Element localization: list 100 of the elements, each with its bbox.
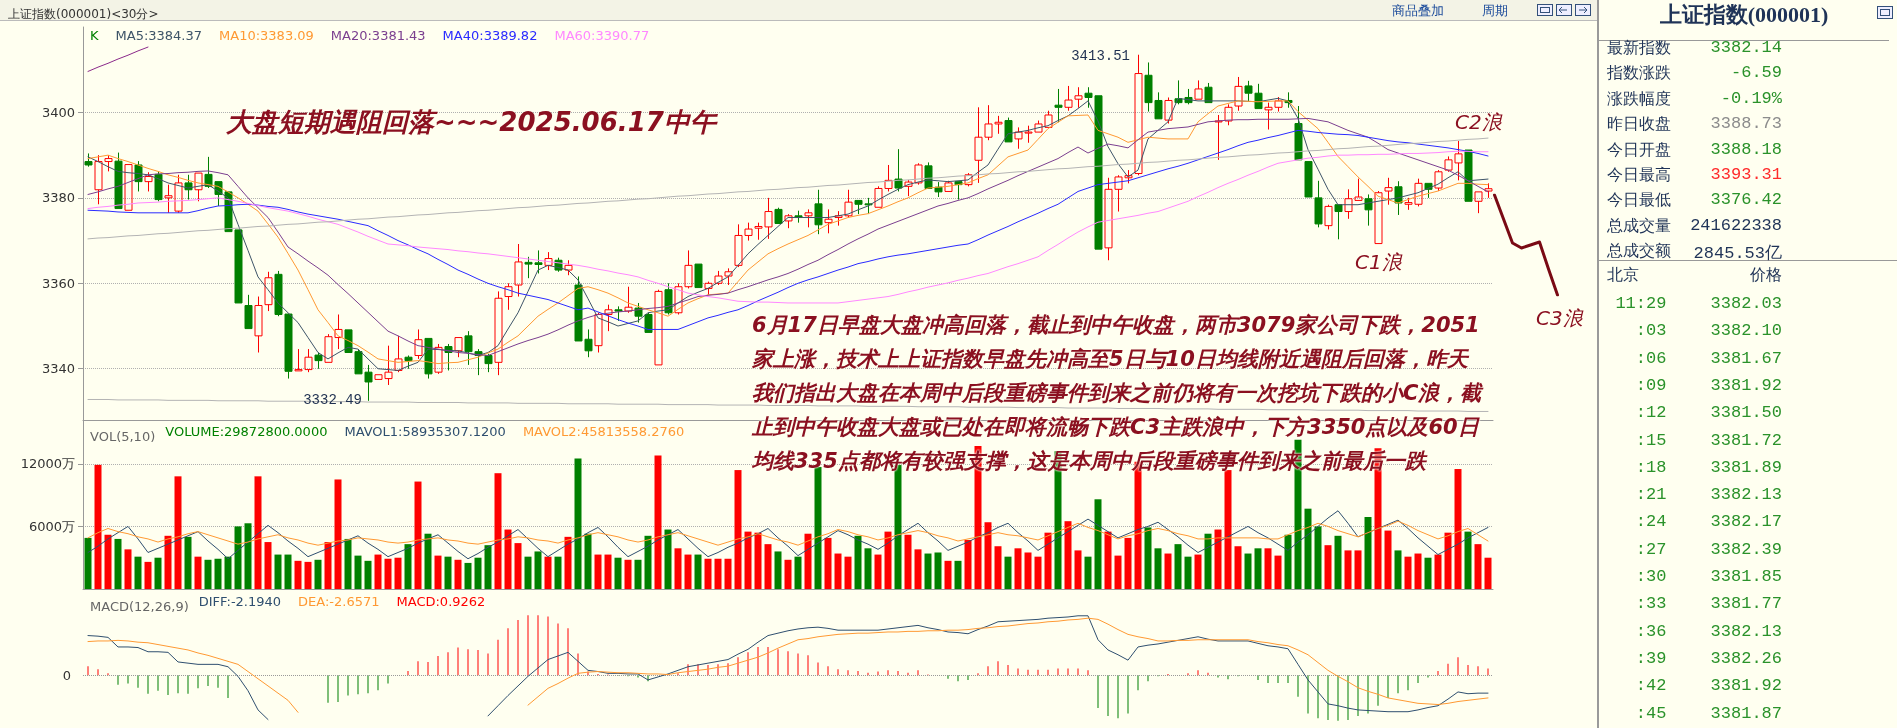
bar xyxy=(164,535,172,589)
bar xyxy=(984,522,992,589)
bar xyxy=(114,538,122,589)
line-series xyxy=(87,46,149,72)
y-tick-label: 3360 xyxy=(41,275,75,291)
bar xyxy=(1064,521,1072,589)
bar xyxy=(1344,550,1352,589)
bar xyxy=(1384,530,1392,589)
bar xyxy=(1204,533,1212,589)
bar xyxy=(334,479,342,589)
bar xyxy=(144,561,152,589)
bar xyxy=(504,529,512,589)
bar xyxy=(834,553,842,589)
bar xyxy=(494,473,502,589)
text: :12 3381.50 xyxy=(1634,403,1782,424)
bar xyxy=(374,554,382,589)
text: 涨跌幅度 xyxy=(1607,88,1671,109)
bar xyxy=(84,537,92,589)
candlestick xyxy=(414,328,423,360)
bar xyxy=(1224,470,1232,589)
bar xyxy=(1084,556,1092,589)
bar xyxy=(964,539,972,589)
bar xyxy=(1314,526,1322,589)
line-series xyxy=(87,137,1489,240)
y-tick-label: 3400 xyxy=(41,104,75,120)
bar xyxy=(1074,550,1082,589)
text: 今日最高 xyxy=(1607,165,1671,185)
text: DEA:-2.6571 xyxy=(298,594,380,609)
text: -0.19% xyxy=(1720,88,1782,108)
text: MACD:0.9262 xyxy=(396,594,486,609)
candlestick xyxy=(504,282,513,311)
bar xyxy=(204,559,212,589)
text: 总成交量 xyxy=(1607,215,1671,236)
bar xyxy=(154,557,162,589)
bar xyxy=(1464,531,1472,589)
candlestick xyxy=(1334,204,1343,240)
text: 周期 xyxy=(1482,2,1508,18)
line-series xyxy=(87,520,1489,546)
chart-title: MACD(12,26,9) xyxy=(90,599,189,614)
y-tick-label: 3340 xyxy=(41,361,75,377)
bar xyxy=(1024,552,1032,589)
bar xyxy=(1164,553,1172,589)
text: 上证指数(000001) xyxy=(1659,2,1829,27)
bar xyxy=(474,557,482,589)
bar xyxy=(874,554,882,589)
bar xyxy=(394,557,402,589)
text: 价格 xyxy=(1749,265,1782,286)
bar xyxy=(694,554,702,589)
bar xyxy=(1104,531,1112,589)
bar xyxy=(94,464,102,589)
annotation: C2浪 xyxy=(1455,110,1503,134)
bar xyxy=(254,476,262,589)
bar xyxy=(1264,548,1272,589)
y-tick-label: 6000万 xyxy=(28,518,75,534)
bar xyxy=(304,561,312,589)
bar xyxy=(1424,557,1432,589)
bar xyxy=(854,535,862,589)
bar xyxy=(1254,548,1262,589)
bar xyxy=(174,476,182,589)
text: 大盘短期遇阻回落~~~2025.06.17中午 xyxy=(226,107,719,137)
bar xyxy=(1044,532,1052,589)
bar xyxy=(264,542,272,589)
bar xyxy=(744,531,752,589)
bar xyxy=(824,537,832,589)
bar xyxy=(664,529,672,589)
bar xyxy=(1414,553,1422,589)
bar xyxy=(284,554,292,589)
text: 3382.14 xyxy=(1710,38,1782,57)
bar xyxy=(994,546,1002,589)
bar xyxy=(684,554,692,589)
text: MA40:3389.82 xyxy=(442,28,538,43)
bar xyxy=(1004,556,1012,589)
y-tick-label: 3380 xyxy=(41,190,75,206)
bar xyxy=(614,557,622,589)
annotation: 3332.49 xyxy=(303,392,362,408)
bar xyxy=(604,554,612,589)
bar xyxy=(904,534,912,589)
bar xyxy=(1174,544,1182,589)
text: 昨日收盘 xyxy=(1607,114,1671,135)
annotation: C1浪 xyxy=(1355,250,1403,274)
bar xyxy=(1144,527,1152,589)
bar xyxy=(1274,555,1282,589)
bar xyxy=(364,560,372,589)
bar xyxy=(524,556,532,589)
bar xyxy=(804,533,812,589)
bar xyxy=(444,556,452,589)
bar xyxy=(864,548,872,589)
text: K xyxy=(90,28,99,43)
bar xyxy=(354,555,362,589)
bar xyxy=(244,523,252,589)
bar xyxy=(724,558,732,589)
bar xyxy=(644,535,652,589)
text: 3388.73 xyxy=(1710,114,1782,134)
text: :15 3381.72 xyxy=(1634,430,1782,451)
bar xyxy=(1244,553,1252,589)
candlestick xyxy=(124,164,133,211)
bar xyxy=(714,558,722,589)
chart-subtitle: 上证指数(000001)<30分> xyxy=(8,7,159,21)
bar xyxy=(1434,554,1442,589)
bar xyxy=(314,559,322,589)
